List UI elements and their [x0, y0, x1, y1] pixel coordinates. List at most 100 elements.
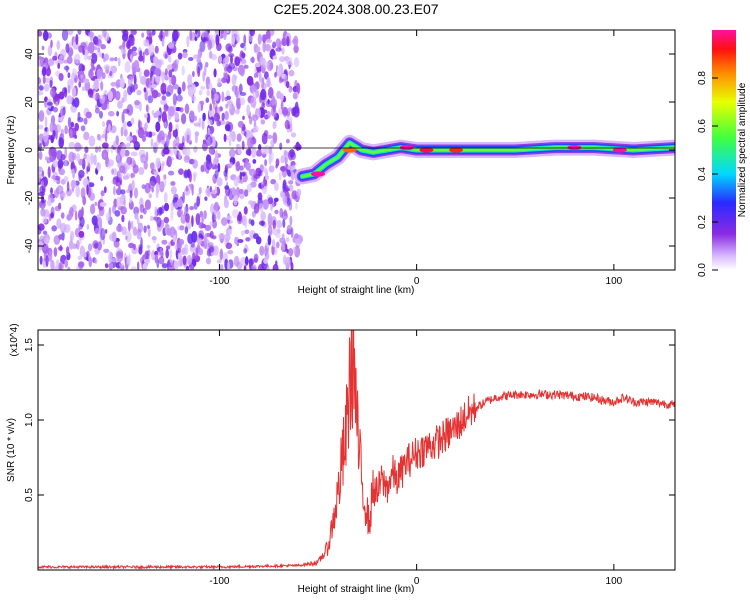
- noise-speckle: [181, 215, 186, 221]
- noise-speckle: [53, 247, 58, 257]
- noise-speckle: [228, 53, 235, 58]
- noise-speckle: [90, 52, 98, 64]
- noise-speckle: [163, 216, 170, 224]
- noise-speckle: [284, 119, 290, 130]
- noise-speckle: [126, 104, 134, 116]
- noise-speckle: [290, 171, 295, 181]
- noise-speckle: [160, 99, 167, 105]
- noise-speckle: [231, 190, 237, 197]
- noise-speckle: [261, 132, 268, 145]
- noise-speckle: [225, 63, 230, 72]
- noise-speckle: [114, 210, 121, 217]
- noise-speckle: [160, 139, 166, 145]
- noise-speckle: [286, 36, 290, 47]
- noise-speckle: [245, 159, 249, 165]
- noise-speckle: [154, 75, 161, 84]
- noise-speckle: [144, 130, 149, 137]
- noise-speckle: [231, 30, 237, 40]
- noise-speckle: [243, 206, 248, 215]
- y-tick-label: 0: [24, 147, 35, 153]
- noise-speckle: [165, 248, 169, 259]
- noise-speckle: [225, 124, 231, 132]
- noise-speckle: [157, 115, 161, 123]
- noise-speckle: [249, 30, 255, 37]
- noise-speckle: [205, 135, 213, 146]
- noise-speckle: [154, 206, 158, 218]
- noise-speckle: [42, 216, 48, 224]
- noise-speckle: [279, 56, 286, 63]
- noise-speckle: [210, 91, 215, 100]
- noise-speckle: [253, 203, 260, 214]
- noise-speckle: [60, 154, 66, 161]
- noise-speckle: [221, 91, 225, 102]
- noise-speckle: [226, 215, 232, 221]
- noise-speckle: [87, 88, 94, 98]
- noise-speckle: [48, 147, 53, 157]
- noise-speckle: [143, 113, 149, 119]
- noise-speckle: [104, 229, 108, 234]
- noise-speckle: [144, 199, 151, 210]
- noise-speckle: [52, 55, 58, 61]
- noise-speckle: [95, 38, 103, 47]
- noise-speckle: [126, 135, 133, 142]
- noise-speckle: [82, 251, 87, 258]
- noise-speckle: [219, 264, 224, 270]
- noise-speckle: [80, 125, 86, 132]
- noise-speckle: [241, 140, 245, 151]
- noise-speckle: [133, 187, 139, 199]
- noise-speckle: [191, 215, 194, 227]
- noise-speckle: [89, 204, 96, 215]
- noise-speckle: [100, 81, 104, 91]
- noise-speckle: [117, 100, 123, 109]
- noise-speckle: [285, 81, 290, 89]
- noise-speckle: [151, 30, 156, 36]
- noise-speckle: [138, 55, 144, 62]
- noise-speckle: [53, 106, 58, 113]
- noise-speckle: [190, 111, 195, 121]
- noise-speckle: [50, 197, 55, 203]
- noise-speckle: [124, 61, 131, 73]
- noise-speckle: [201, 214, 204, 225]
- noise-speckle: [168, 69, 173, 78]
- noise-speckle: [182, 247, 187, 255]
- noise-speckle: [76, 239, 80, 250]
- noise-speckle: [78, 158, 84, 166]
- noise-speckle: [113, 185, 116, 196]
- noise-speckle: [41, 199, 47, 204]
- noise-speckle: [143, 225, 147, 233]
- noise-speckle: [121, 214, 125, 223]
- noise-speckle: [280, 155, 285, 164]
- noise-speckle: [184, 147, 191, 158]
- noise-speckle: [243, 189, 249, 197]
- noise-speckle: [59, 108, 64, 117]
- colorbar-ticks: 0.0 0.2 0.4 0.6 0.8: [697, 71, 718, 277]
- noise-speckle: [148, 131, 153, 138]
- noise-speckle: [258, 170, 263, 177]
- noise-speckle: [216, 120, 222, 127]
- noise-speckle: [148, 32, 153, 39]
- noise-speckle: [51, 175, 56, 180]
- noise-speckle: [111, 231, 117, 243]
- noise-speckle: [241, 58, 247, 64]
- noise-speckle: [54, 205, 61, 212]
- noise-speckle: [280, 167, 287, 172]
- noise-speckle: [155, 182, 160, 194]
- noise-speckle: [67, 117, 72, 128]
- noise-speckle: [124, 149, 130, 157]
- noise-speckle: [163, 104, 169, 112]
- noise-speckle: [271, 95, 276, 106]
- noise-speckle: [60, 48, 66, 60]
- noise-speckle: [136, 217, 140, 225]
- noise-speckle: [277, 66, 282, 78]
- noise-speckle: [225, 242, 233, 249]
- noise-speckle: [185, 265, 190, 270]
- noise-speckle: [209, 50, 213, 59]
- noise-speckle: [243, 46, 247, 51]
- noise-speckle: [71, 87, 77, 98]
- noise-speckle: [130, 266, 137, 270]
- noise-speckle: [293, 246, 296, 254]
- noise-speckle: [221, 112, 225, 121]
- noise-speckle: [207, 39, 213, 51]
- noise-speckle: [280, 190, 284, 198]
